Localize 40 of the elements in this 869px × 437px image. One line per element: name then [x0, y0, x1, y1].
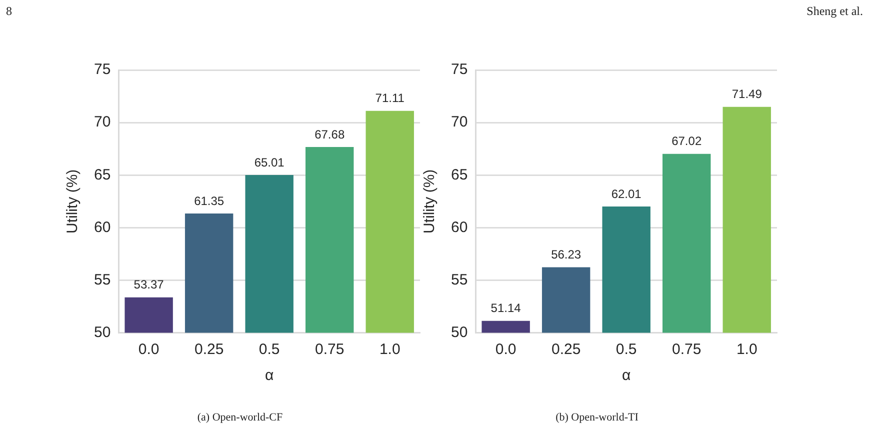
x-axis-title: α	[622, 366, 632, 384]
data-label: 65.01	[254, 155, 285, 170]
data-label: 53.37	[134, 278, 164, 292]
y-axis-title: Utility (%)	[421, 169, 438, 234]
y-tick-label: 55	[94, 271, 111, 288]
data-label: 67.68	[314, 127, 345, 142]
data-label: 61.35	[194, 194, 224, 208]
y-tick-label: 65	[94, 166, 111, 184]
y-tick-label: 65	[450, 166, 468, 184]
x-tick-label: 0.25	[551, 340, 581, 358]
x-tick-label: 0.5	[258, 340, 280, 358]
data-label: 62.01	[611, 186, 642, 201]
data-label: 56.23	[551, 248, 582, 262]
text: 8	[6, 4, 12, 19]
x-tick-label: 1.0	[379, 340, 400, 358]
x-tick-label: 0.0	[495, 340, 516, 358]
text: (a) Open-world-CF	[197, 411, 283, 424]
x-tick-label: 1.0	[736, 340, 758, 358]
x-tick-label: 0.0	[138, 340, 160, 358]
y-axis-title: Utility (%)	[64, 169, 82, 234]
text: (b) Open-world-TI	[556, 411, 639, 424]
y-tick-label: 70	[450, 114, 468, 131]
data-label: 71.49	[732, 87, 762, 102]
y-tick-label: 50	[450, 324, 468, 341]
x-tick-label: 0.75	[315, 340, 344, 358]
y-tick-label: 55	[450, 271, 468, 288]
y-tick-label: 70	[94, 114, 111, 131]
text: Sheng et al.	[806, 4, 863, 19]
data-label: 67.02	[672, 134, 702, 148]
y-tick-label: 75	[94, 61, 111, 78]
data-label: 51.14	[490, 301, 522, 316]
y-tick-label: 75	[450, 61, 468, 78]
x-axis-title: α	[265, 366, 274, 384]
y-tick-label: 50	[94, 324, 111, 341]
x-tick-label: 0.75	[672, 340, 702, 358]
y-tick-label: 60	[450, 218, 468, 236]
data-label: 71.11	[375, 91, 405, 106]
x-tick-label: 0.5	[616, 340, 637, 358]
x-tick-label: 0.25	[194, 340, 224, 358]
y-tick-label: 60	[94, 218, 111, 236]
